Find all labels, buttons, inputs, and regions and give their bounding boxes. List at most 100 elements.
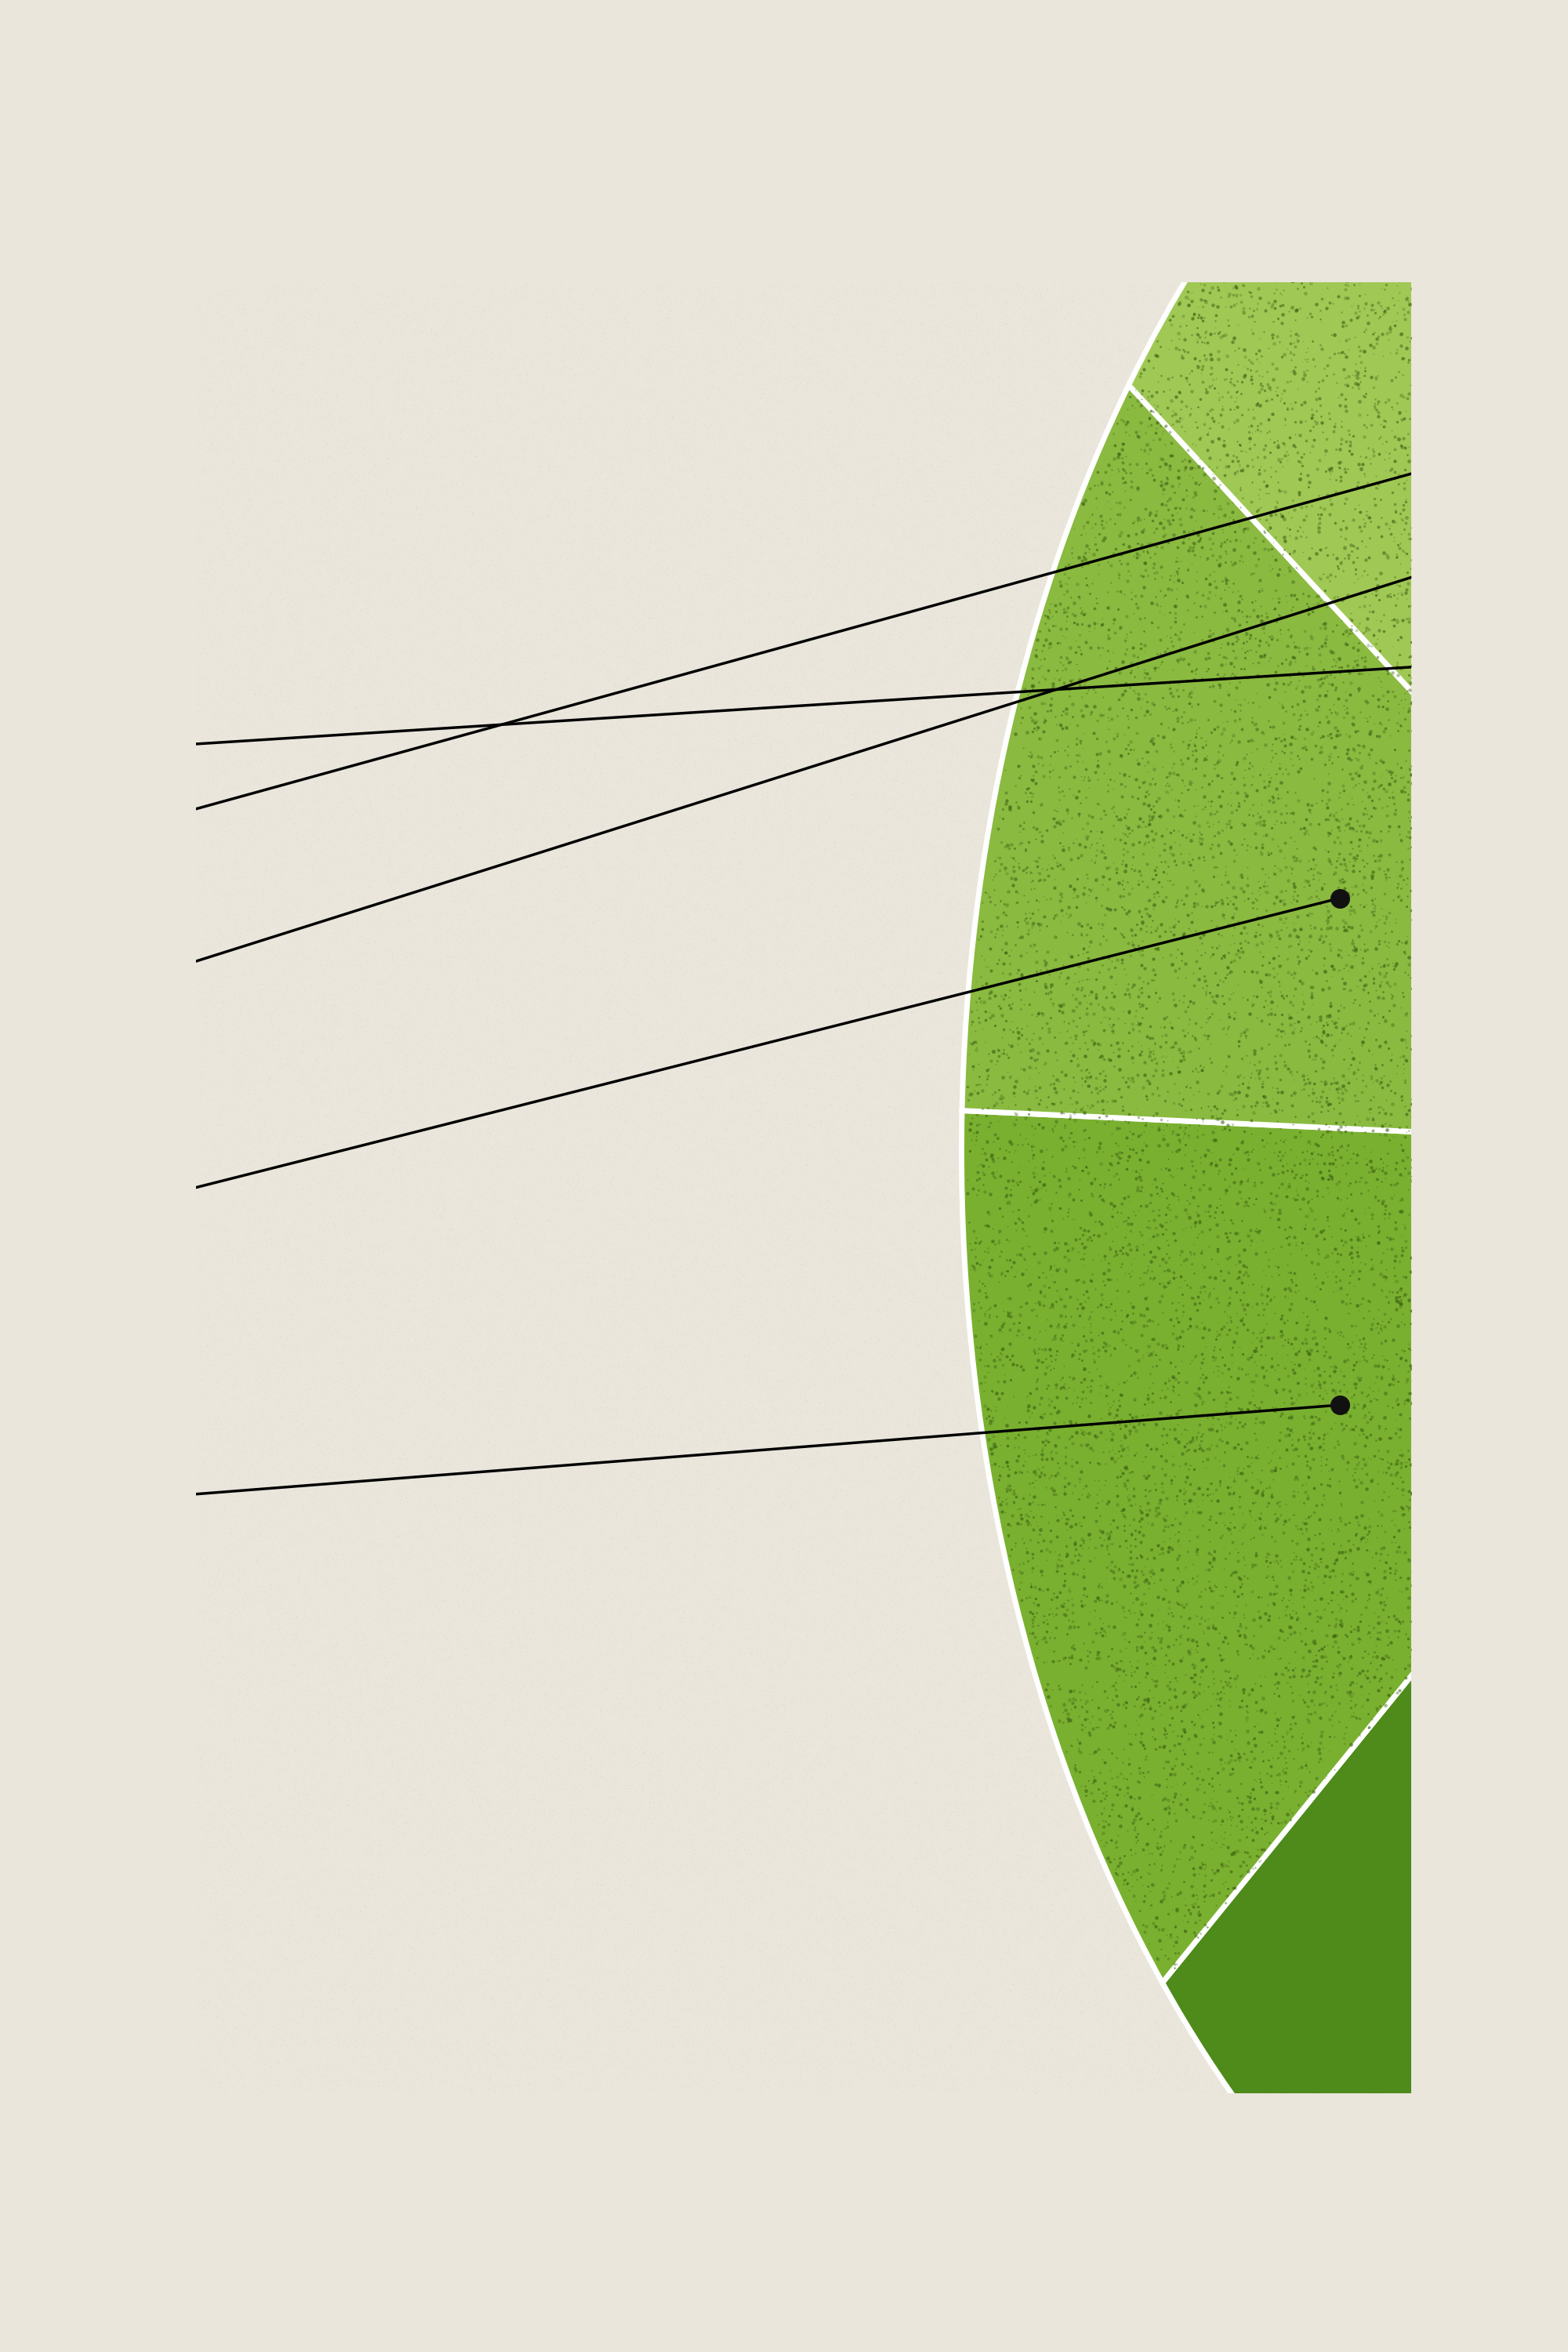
Point <box>920 506 946 543</box>
Point <box>546 296 571 334</box>
Point <box>1131 1646 1156 1684</box>
Point <box>640 842 665 880</box>
Point <box>720 764 745 802</box>
Point <box>1049 1994 1074 2032</box>
Point <box>898 522 924 560</box>
Point <box>550 1978 575 2016</box>
Point <box>513 1849 538 1886</box>
Point <box>649 1185 674 1223</box>
Point <box>516 835 541 873</box>
Point <box>652 1207 677 1244</box>
Point <box>323 2067 348 2105</box>
Point <box>434 666 459 703</box>
Point <box>790 1138 815 1176</box>
Point <box>282 1202 307 1240</box>
Point <box>364 1780 389 1818</box>
Point <box>641 1795 666 1832</box>
Point <box>1348 644 1374 682</box>
Point <box>681 527 706 564</box>
Point <box>207 2039 232 2077</box>
Point <box>226 1136 251 1174</box>
Point <box>481 2072 506 2110</box>
Point <box>902 1860 927 1898</box>
Point <box>1331 854 1356 891</box>
Point <box>988 480 1013 517</box>
Point <box>644 1889 670 1926</box>
Point <box>1281 1221 1306 1258</box>
Point <box>786 468 811 506</box>
Point <box>193 1602 218 1639</box>
Point <box>902 920 927 957</box>
Point <box>1024 541 1049 579</box>
Point <box>630 607 655 644</box>
Point <box>439 1200 464 1237</box>
Point <box>911 976 936 1014</box>
Point <box>1207 1816 1232 1853</box>
Point <box>1245 1882 1270 1919</box>
Point <box>914 903 939 941</box>
Point <box>942 1849 967 1886</box>
Point <box>1385 767 1410 804</box>
Point <box>586 957 612 995</box>
Point <box>481 489 506 527</box>
Point <box>687 374 712 412</box>
Point <box>571 1237 596 1275</box>
Point <box>237 475 262 513</box>
Point <box>387 346 412 383</box>
Point <box>612 1872 637 1910</box>
Point <box>826 1571 851 1609</box>
Point <box>750 993 775 1030</box>
Point <box>988 612 1013 649</box>
Point <box>1286 1773 1311 1811</box>
Point <box>655 353 681 390</box>
Point <box>1041 341 1066 379</box>
Point <box>516 727 541 764</box>
Point <box>1209 1578 1234 1616</box>
Point <box>960 506 985 543</box>
Point <box>282 1472 307 1510</box>
Point <box>403 1583 428 1621</box>
Point <box>1160 1470 1185 1508</box>
Point <box>679 673 704 710</box>
Point <box>615 590 640 628</box>
Point <box>1142 1820 1167 1858</box>
Point <box>495 419 521 456</box>
Point <box>1330 1682 1355 1719</box>
Point <box>1248 1750 1273 1788</box>
Point <box>1051 1795 1076 1832</box>
Point <box>887 1693 913 1731</box>
Point <box>627 1729 652 1766</box>
Point <box>709 1190 734 1228</box>
Point <box>685 1825 710 1863</box>
Point <box>1046 1625 1071 1663</box>
Point <box>596 1197 621 1235</box>
Point <box>1375 1832 1400 1870</box>
Point <box>596 1955 621 1992</box>
Point <box>972 1284 997 1322</box>
Point <box>739 950 764 988</box>
Point <box>218 957 243 995</box>
Point <box>459 496 485 534</box>
Point <box>1247 1395 1272 1432</box>
Point <box>822 1009 847 1047</box>
Point <box>409 1183 434 1221</box>
Point <box>1018 2002 1043 2039</box>
Point <box>1306 621 1331 659</box>
Point <box>883 268 908 306</box>
Point <box>433 346 458 383</box>
Point <box>1397 1994 1422 2032</box>
Point <box>1370 1428 1396 1465</box>
Point <box>765 1938 790 1976</box>
Point <box>395 499 420 536</box>
Point <box>818 583 844 621</box>
Point <box>405 1877 430 1915</box>
Point <box>834 1362 859 1399</box>
Point <box>1176 1637 1201 1675</box>
Point <box>356 1331 381 1369</box>
Point <box>185 412 210 449</box>
Point <box>818 1755 844 1792</box>
Point <box>299 329 325 367</box>
Point <box>782 564 808 602</box>
Point <box>873 1682 898 1719</box>
Point <box>400 1886 425 1924</box>
